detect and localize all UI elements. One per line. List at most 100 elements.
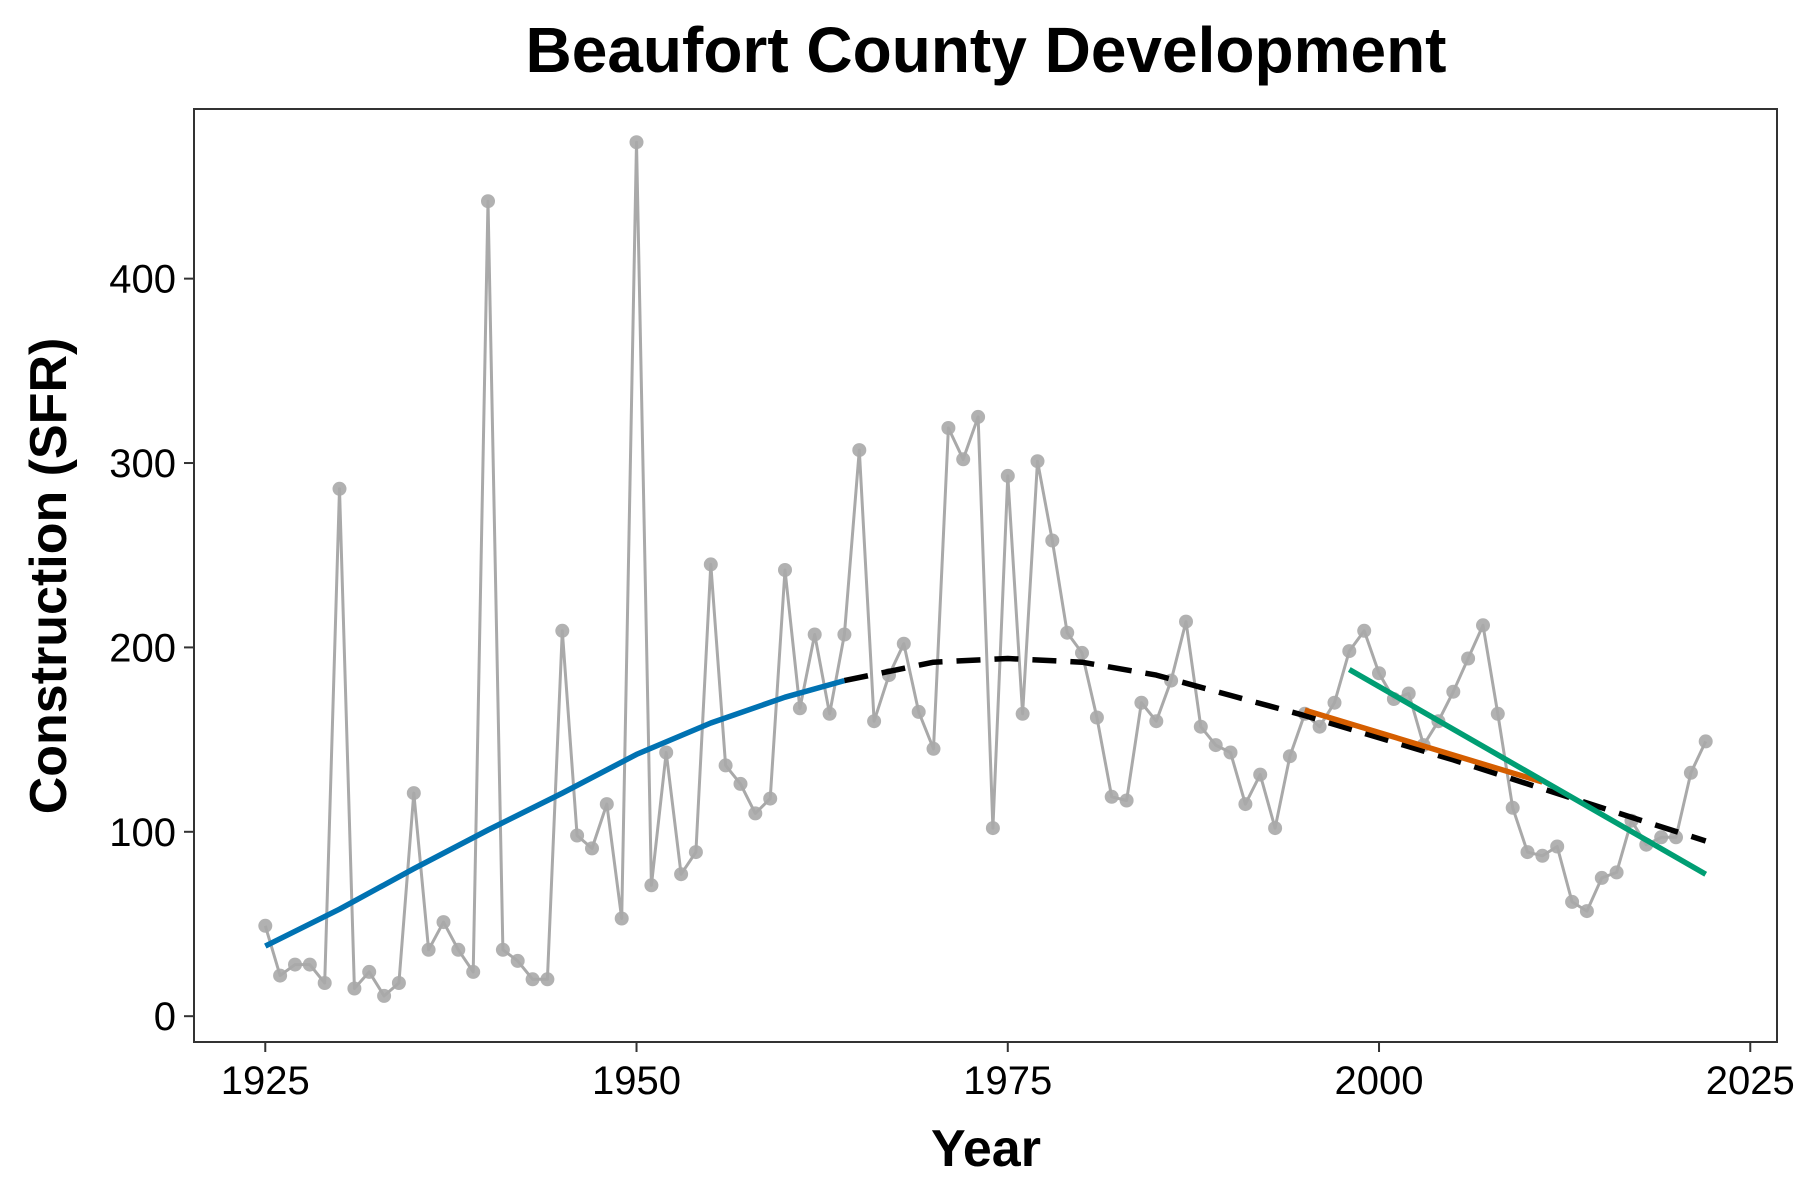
data-point <box>332 481 347 496</box>
data-point <box>1505 800 1520 815</box>
data-point <box>288 957 302 972</box>
data-point <box>1104 789 1119 804</box>
trend-early-series <box>264 677 846 949</box>
data-point <box>1119 793 1134 808</box>
x-tick-label: 2000 <box>1335 1059 1424 1103</box>
data-point <box>911 704 926 719</box>
data-point <box>1089 710 1104 725</box>
data-point <box>778 563 792 577</box>
data-point <box>317 976 332 990</box>
data-point <box>347 981 362 996</box>
data-point <box>748 806 763 821</box>
x-tick-label: 2025 <box>1706 1059 1795 1103</box>
data-point <box>1357 623 1372 638</box>
data-point <box>436 915 451 930</box>
data-point <box>1134 695 1149 710</box>
data-point <box>391 976 406 990</box>
data-point <box>466 964 481 979</box>
data-point <box>1401 686 1416 701</box>
data-point <box>1461 651 1476 666</box>
trend-recent-a-series <box>1304 707 1544 785</box>
data-point <box>985 821 1000 836</box>
observed-series <box>258 135 1713 1003</box>
data-point <box>807 627 822 642</box>
x-tick-label: 1950 <box>592 1059 681 1103</box>
data-point <box>1253 767 1268 782</box>
data-point <box>1579 904 1594 919</box>
data-point <box>837 627 852 642</box>
x-axis: 1925 1950 1975 2000 2025 <box>221 1042 1795 1103</box>
series-layer <box>258 135 1713 1003</box>
y-tick-label: 200 <box>109 626 176 670</box>
data-point <box>495 942 510 957</box>
trend-recent-b-line <box>1347 667 1708 877</box>
y-tick-label: 300 <box>109 442 176 486</box>
x-tick-label: 1975 <box>963 1059 1052 1103</box>
data-point <box>629 135 644 150</box>
data-point <box>1282 749 1297 764</box>
data-point <box>926 741 941 756</box>
data-point <box>570 828 585 843</box>
data-point <box>599 797 614 812</box>
data-point <box>406 786 421 801</box>
trend-overall-line <box>843 655 1707 844</box>
data-point <box>1060 625 1075 640</box>
data-point <box>510 953 525 968</box>
data-point <box>362 964 377 979</box>
data-point <box>792 701 807 716</box>
data-point <box>956 452 971 467</box>
data-point <box>302 957 317 972</box>
trend-recent-a-line <box>1304 707 1544 785</box>
data-point <box>703 557 718 572</box>
data-point <box>1535 848 1550 863</box>
data-point <box>1609 865 1624 880</box>
data-point <box>481 194 495 209</box>
data-point <box>258 918 273 933</box>
data-point <box>555 623 570 638</box>
data-point <box>1565 894 1580 909</box>
data-point <box>718 758 733 773</box>
data-point <box>1327 695 1342 710</box>
data-point <box>1179 614 1193 629</box>
data-point <box>1698 734 1713 749</box>
data-point <box>1208 738 1223 753</box>
data-point <box>1000 468 1015 483</box>
data-point <box>1372 666 1386 681</box>
x-axis-title: Year <box>931 1120 1041 1178</box>
data-point <box>614 911 629 926</box>
data-point <box>1015 706 1030 721</box>
data-point <box>273 968 288 983</box>
data-point <box>1268 821 1283 836</box>
data-point <box>1312 719 1327 734</box>
chart-title: Beaufort County Development <box>526 14 1447 86</box>
data-point <box>1238 797 1253 812</box>
data-point <box>1075 645 1089 660</box>
data-point <box>377 988 392 1003</box>
data-point <box>688 845 703 860</box>
data-point <box>1669 830 1683 845</box>
y-axis: 0 100 200 300 400 <box>109 258 194 1039</box>
data-point <box>1594 870 1609 885</box>
data-point <box>1490 706 1505 721</box>
y-axis-title: Construction (SFR) <box>20 338 78 815</box>
data-point <box>1223 745 1238 760</box>
y-tick-label: 0 <box>154 995 176 1039</box>
data-point <box>971 409 986 424</box>
data-point <box>644 878 659 893</box>
y-tick-label: 400 <box>109 258 176 302</box>
data-point <box>674 867 689 882</box>
data-point <box>525 972 540 987</box>
data-point <box>421 942 436 957</box>
data-point <box>1342 644 1357 659</box>
data-point <box>1045 533 1060 548</box>
data-point <box>1520 845 1535 860</box>
data-point <box>896 636 911 651</box>
data-point <box>1654 830 1669 845</box>
data-point <box>822 706 837 721</box>
x-tick-label: 1925 <box>221 1059 310 1103</box>
data-point <box>941 421 956 435</box>
trend-early-line <box>264 677 846 949</box>
data-point <box>585 841 599 856</box>
data-point <box>1193 719 1208 734</box>
